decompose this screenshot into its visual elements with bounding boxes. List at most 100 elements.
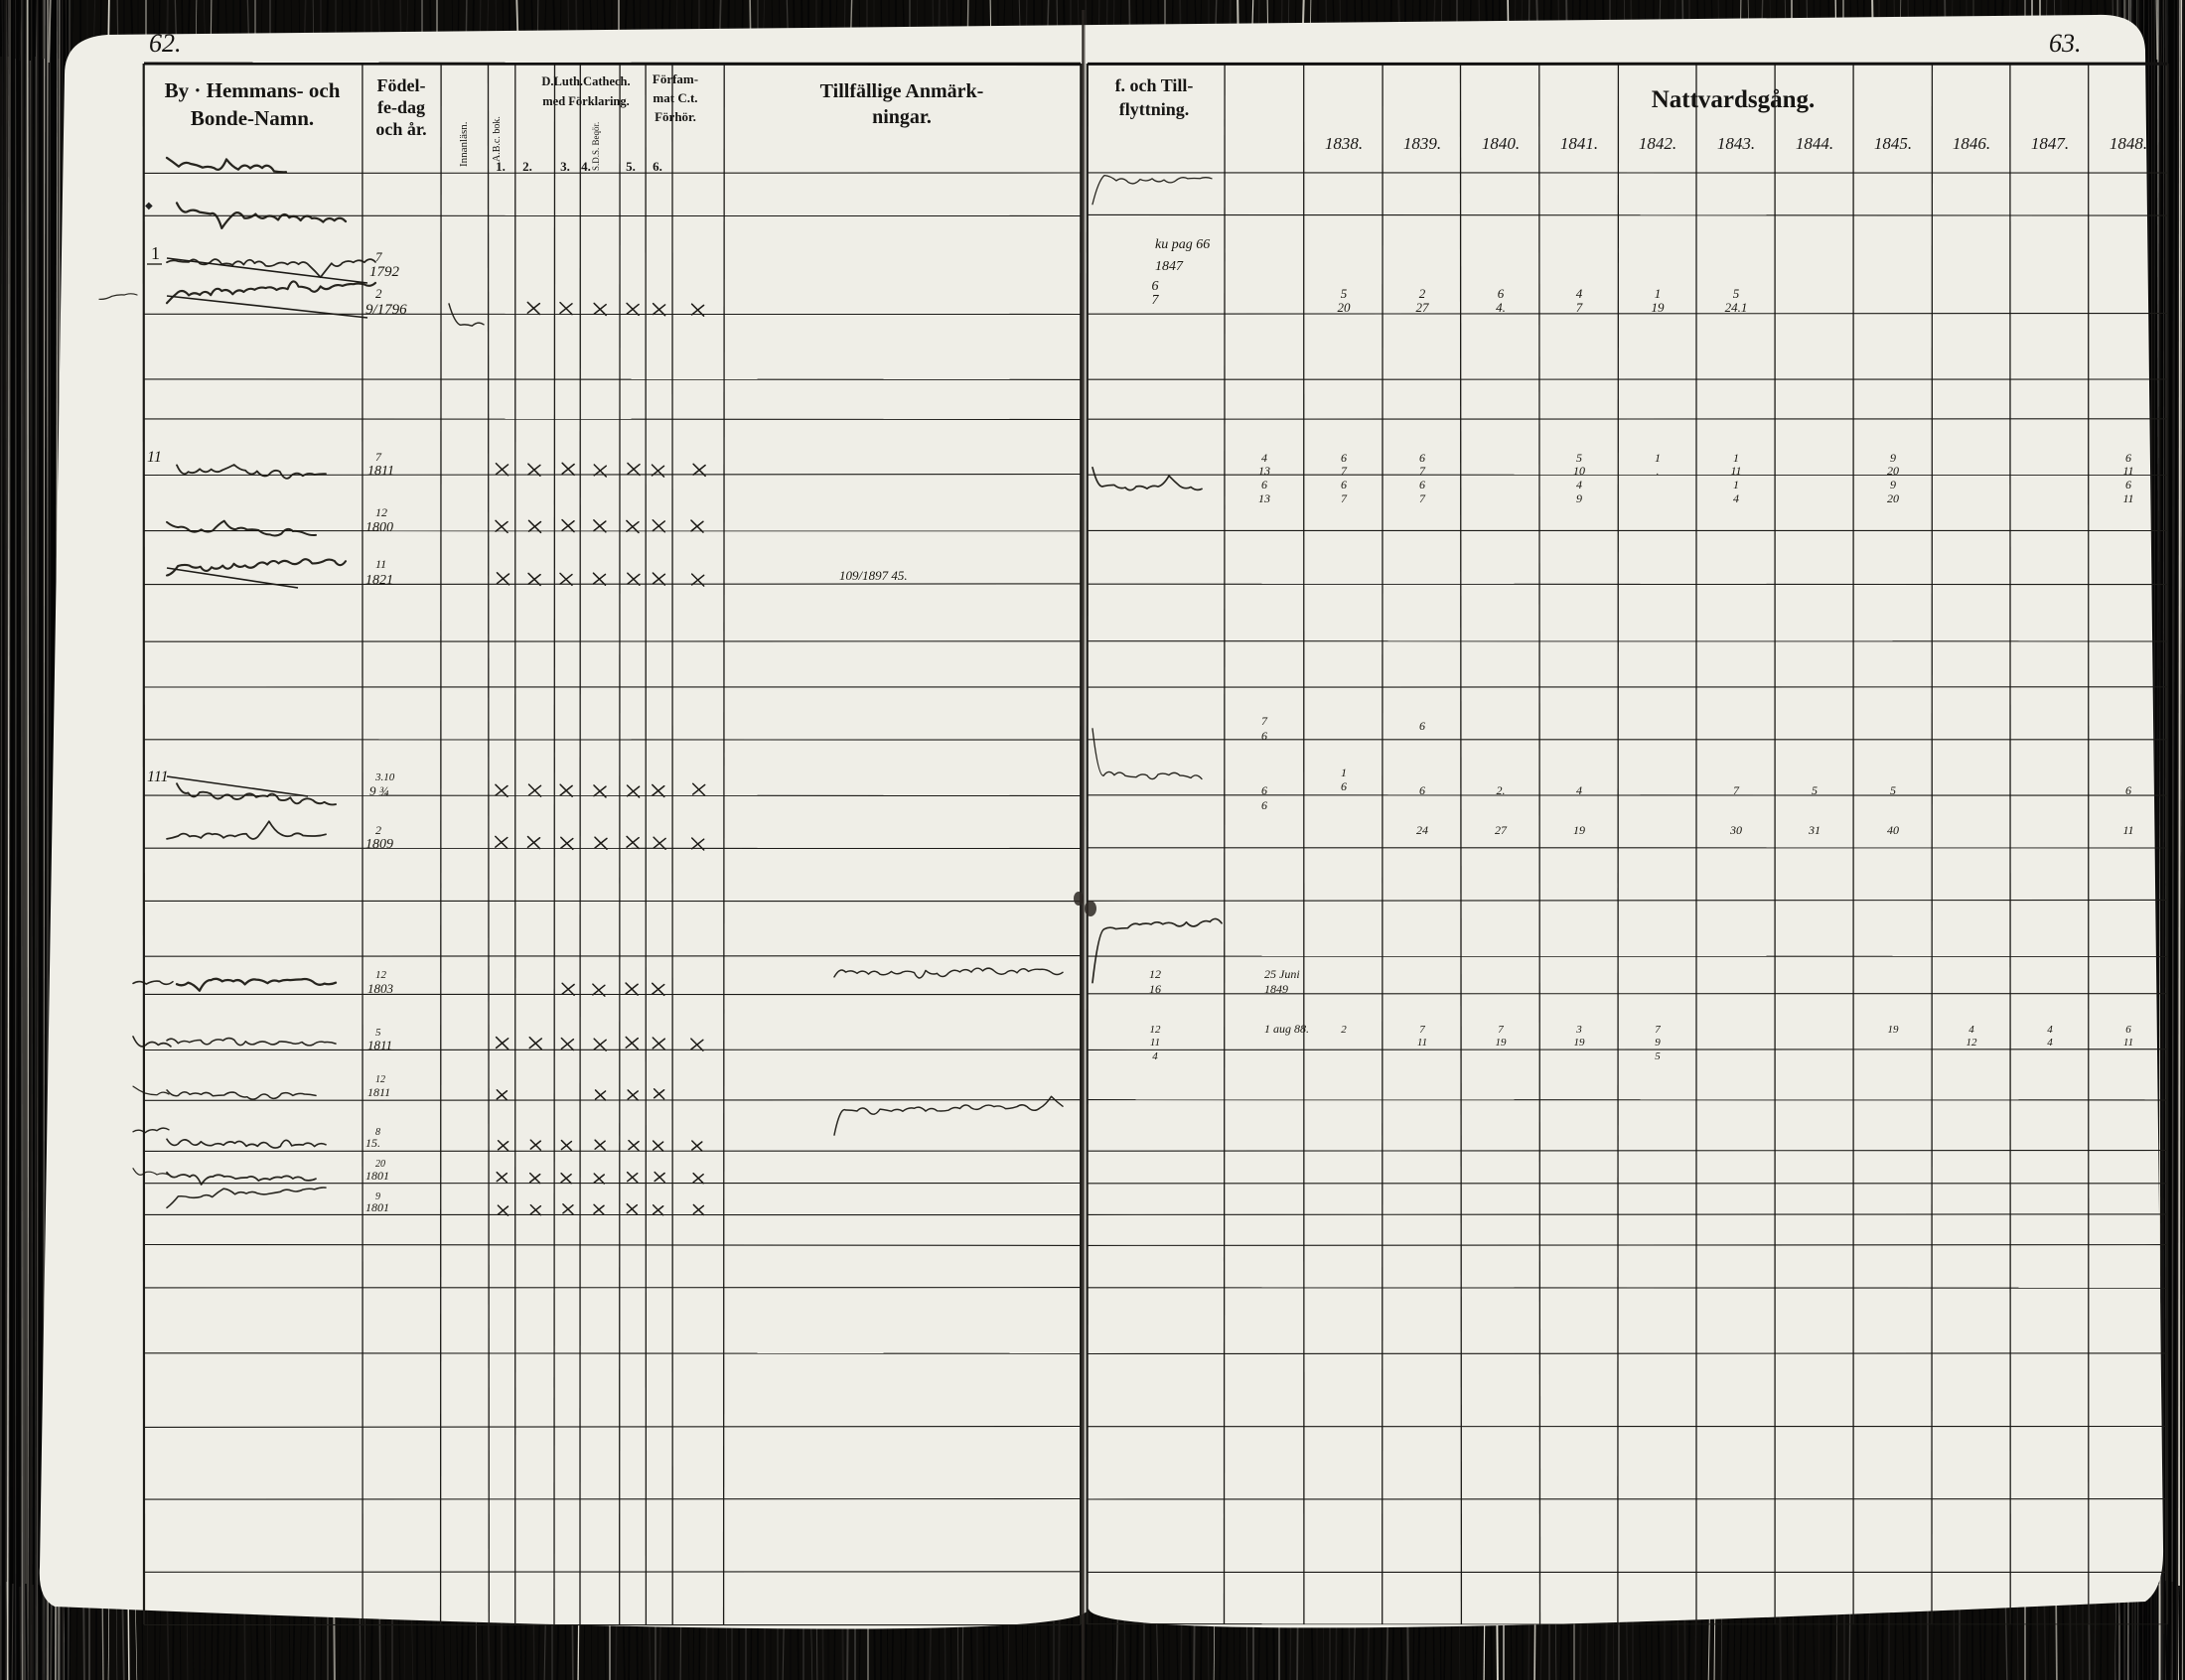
svg-text:1842.: 1842. <box>1639 134 1676 153</box>
svg-text:9: 9 <box>1655 1037 1661 1049</box>
svg-text:5: 5 <box>1812 783 1818 797</box>
svg-text:12: 12 <box>1966 1037 1978 1049</box>
svg-text:4: 4 <box>1968 1024 1974 1036</box>
svg-text:A.B.c. bok.: A.B.c. bok. <box>492 116 503 162</box>
svg-text:20: 20 <box>1887 491 1899 505</box>
svg-text:6: 6 <box>1419 719 1425 733</box>
svg-text:6.: 6. <box>653 159 662 174</box>
svg-text:27: 27 <box>1495 823 1508 837</box>
svg-text:Nattvardsgång.: Nattvardsgång. <box>1652 86 1816 113</box>
svg-text:1844.: 1844. <box>1796 134 1833 153</box>
svg-text:10: 10 <box>1573 464 1585 478</box>
svg-text:7: 7 <box>1341 491 1348 505</box>
svg-text:1847.: 1847. <box>2031 134 2069 153</box>
svg-text:4: 4 <box>1576 783 1582 797</box>
svg-text:11: 11 <box>2122 823 2133 837</box>
svg-text:63.: 63. <box>2049 29 2082 58</box>
svg-text:11: 11 <box>1730 464 1741 478</box>
svg-text:11: 11 <box>1417 1037 1427 1049</box>
svg-text:109/1897 45.: 109/1897 45. <box>839 568 908 583</box>
svg-text:Födel-: Födel- <box>377 75 426 95</box>
svg-text:Innanläsn.: Innanläsn. <box>458 121 470 167</box>
svg-text:Bonde-Namn.: Bonde-Namn. <box>191 106 314 130</box>
svg-text:12: 12 <box>1149 967 1161 981</box>
svg-text:och år.: och år. <box>375 119 426 139</box>
svg-text:12: 12 <box>375 1074 385 1085</box>
svg-text:62.: 62. <box>149 29 182 58</box>
svg-text:5.: 5. <box>626 159 636 174</box>
svg-text:13: 13 <box>1258 464 1270 478</box>
svg-text:ku pag 66: ku pag 66 <box>1155 237 1210 252</box>
svg-text:9: 9 <box>1576 491 1582 505</box>
svg-text:67: 67 <box>1152 279 1160 308</box>
svg-text:1: 1 <box>151 243 160 263</box>
svg-text:1811: 1811 <box>367 464 394 479</box>
svg-text:7: 7 <box>1419 1024 1425 1036</box>
svg-text:7: 7 <box>375 450 382 464</box>
svg-text:5: 5 <box>1341 286 1348 301</box>
svg-text:5: 5 <box>1655 1050 1661 1062</box>
svg-text:2: 2 <box>1341 1024 1347 1036</box>
svg-text:1803: 1803 <box>367 981 394 996</box>
svg-text:6: 6 <box>1261 729 1267 743</box>
svg-text:1811: 1811 <box>367 1085 390 1099</box>
svg-text:19: 19 <box>1574 1037 1586 1049</box>
svg-text:ningar.: ningar. <box>872 106 932 128</box>
svg-text:flyttning.: flyttning. <box>1119 99 1190 119</box>
svg-text:2: 2 <box>1419 286 1426 301</box>
svg-text:5: 5 <box>1576 451 1582 465</box>
svg-text:1849: 1849 <box>1264 982 1288 996</box>
svg-text:9: 9 <box>1890 478 1896 491</box>
svg-text:4: 4 <box>2047 1037 2053 1049</box>
svg-text:6: 6 <box>2125 451 2131 465</box>
svg-text:f. och Till-: f. och Till- <box>1115 75 1194 95</box>
svg-text:24: 24 <box>1416 823 1428 837</box>
svg-text:6: 6 <box>2125 478 2131 491</box>
svg-text:19: 19 <box>1496 1037 1508 1049</box>
svg-text:5: 5 <box>1890 783 1896 797</box>
svg-text:9: 9 <box>1890 451 1896 465</box>
svg-text:19: 19 <box>1652 300 1666 315</box>
svg-text:D.Luth.Cathech.: D.Luth.Cathech. <box>541 74 630 88</box>
svg-text:2.: 2. <box>522 159 532 174</box>
svg-text:6: 6 <box>1261 783 1267 797</box>
svg-text:1839.: 1839. <box>1403 134 1441 153</box>
svg-text:1: 1 <box>1733 451 1739 465</box>
svg-text:4.: 4. <box>1496 300 1506 315</box>
svg-text:6: 6 <box>2125 1024 2131 1036</box>
svg-text:5: 5 <box>1733 286 1740 301</box>
svg-text:7: 7 <box>1576 300 1583 315</box>
svg-text:7: 7 <box>375 249 382 264</box>
svg-text:mat C.t.: mat C.t. <box>653 90 697 105</box>
svg-text:31: 31 <box>1808 823 1821 837</box>
svg-text:6: 6 <box>1261 798 1267 812</box>
svg-text:1 aug 88.: 1 aug 88. <box>1264 1022 1309 1036</box>
svg-text:11: 11 <box>1150 1037 1160 1049</box>
svg-text:12: 12 <box>375 969 387 981</box>
svg-text:1801: 1801 <box>365 1200 389 1214</box>
svg-text:1811: 1811 <box>367 1038 392 1052</box>
svg-text:3.: 3. <box>560 159 570 174</box>
svg-text:20: 20 <box>1338 300 1352 315</box>
svg-text:20: 20 <box>1887 464 1899 478</box>
svg-text:11: 11 <box>2122 491 2133 505</box>
svg-text:9/1796: 9/1796 <box>365 302 407 318</box>
svg-text:27: 27 <box>1416 300 1430 315</box>
svg-text:11: 11 <box>2122 464 2133 478</box>
svg-text:6: 6 <box>1261 478 1267 491</box>
svg-text:6: 6 <box>2125 783 2131 797</box>
svg-text:Förfam-: Förfam- <box>653 71 698 86</box>
svg-text:1: 1 <box>1341 766 1347 779</box>
svg-text:1800: 1800 <box>365 520 393 535</box>
svg-text:1841.: 1841. <box>1560 134 1598 153</box>
svg-text:1.: 1. <box>496 159 506 174</box>
svg-text:4: 4 <box>1576 286 1583 301</box>
svg-text:12: 12 <box>1150 1024 1162 1036</box>
svg-text:3.10: 3.10 <box>374 771 395 783</box>
svg-text:4: 4 <box>1261 451 1267 465</box>
svg-text:fe-dag: fe-dag <box>377 97 425 117</box>
svg-text:.: . <box>1657 467 1660 478</box>
svg-text:1: 1 <box>1733 478 1739 491</box>
svg-text:40: 40 <box>1887 823 1899 837</box>
svg-text:◆: ◆ <box>145 201 153 211</box>
